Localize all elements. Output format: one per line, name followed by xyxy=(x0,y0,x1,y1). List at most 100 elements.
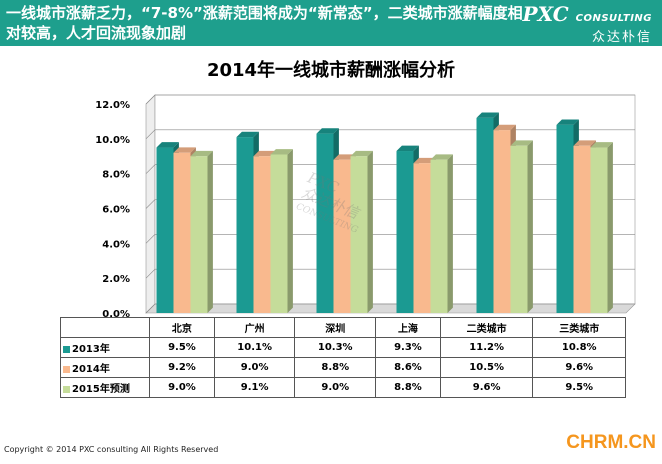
data-label: 9.2% xyxy=(149,357,215,378)
source-logo: CHRM.CN xyxy=(566,432,656,453)
gridline xyxy=(145,268,635,279)
gridline xyxy=(145,164,635,174)
bar-side xyxy=(287,149,293,313)
bar-top xyxy=(556,119,579,125)
bar-side xyxy=(447,154,453,313)
legend-entry: 2015年预测 xyxy=(60,377,150,398)
logo-main-text: PXC xyxy=(522,2,569,26)
y-tick-label: 10.0% xyxy=(95,135,130,146)
data-label: 8.8% xyxy=(294,357,377,378)
bar xyxy=(493,130,511,313)
data-label: 8.6% xyxy=(375,357,441,378)
bar xyxy=(190,156,208,313)
bar xyxy=(573,145,591,313)
table-corner xyxy=(60,317,150,338)
table-row: 2014年 9.2% 9.0% 8.8% 8.6% 10.5% 9.6% xyxy=(60,357,626,378)
bar-top xyxy=(396,145,419,152)
category-label: 北京 xyxy=(149,317,215,338)
series-name: 2014年 xyxy=(72,364,110,375)
bar xyxy=(236,137,254,313)
bar-top xyxy=(493,124,516,131)
data-label: 9.6% xyxy=(532,357,626,378)
data-label: 10.3% xyxy=(294,337,377,358)
bar-top xyxy=(590,142,613,148)
gridline xyxy=(145,129,635,140)
table-row: 2015年预测 9.0% 9.1% 9.0% 8.8% 9.6% 9.5% xyxy=(60,377,626,398)
data-label: 9.0% xyxy=(294,377,377,398)
bar-side xyxy=(207,150,213,313)
y-tick-label: 8.0% xyxy=(102,170,130,181)
data-label: 9.0% xyxy=(213,357,296,378)
y-tick-label: 2.0% xyxy=(102,274,130,285)
bar-top xyxy=(173,147,196,153)
bar xyxy=(333,159,351,313)
bar-top xyxy=(430,154,453,160)
data-label: 9.3% xyxy=(375,337,441,358)
bar-top xyxy=(476,112,499,118)
y-tick-label: 12.0% xyxy=(95,100,130,111)
bar-top xyxy=(156,142,179,148)
bar-top xyxy=(270,149,293,155)
y-tick-label: 4.0% xyxy=(102,239,130,250)
bar-side xyxy=(367,150,373,313)
data-label: 9.1% xyxy=(213,377,296,398)
bar xyxy=(270,154,288,313)
bar xyxy=(316,133,334,313)
data-label: 9.6% xyxy=(439,377,534,398)
header-banner: 一线城市涨薪乏力，“7-8%”涨薪范围将成为“新常态”，二类城市涨薪幅度相对较高… xyxy=(0,0,662,46)
bar xyxy=(510,145,528,313)
bar xyxy=(173,152,191,313)
series-name: 2013年 xyxy=(72,344,110,355)
chart-title: 2014年一线城市薪酬涨幅分析 xyxy=(206,60,456,81)
data-label: 10.5% xyxy=(439,357,534,378)
bar xyxy=(156,147,174,313)
gridline xyxy=(145,94,635,105)
category-label: 三类城市 xyxy=(532,317,626,338)
bar xyxy=(556,124,574,314)
category-label: 二类城市 xyxy=(439,317,534,338)
data-label: 11.2% xyxy=(439,337,534,358)
bar-top xyxy=(253,150,276,157)
series-name: 2015年预测 xyxy=(72,384,130,395)
legend-swatch xyxy=(63,385,70,393)
bar-top xyxy=(413,157,436,164)
copyright-text: Copyright © 2014 PXC consulting All Righ… xyxy=(4,445,219,454)
table-header-row: 北京 广州 深圳 上海 二类城市 三类城市 xyxy=(60,317,626,338)
bar xyxy=(430,159,448,313)
gridline xyxy=(145,199,635,209)
data-label: 9.5% xyxy=(149,337,215,358)
table-row: 2013年 9.5% 10.1% 10.3% 9.3% 11.2% 10.8% xyxy=(60,337,626,358)
y-tick-label: 0.0% xyxy=(102,309,130,320)
bar-top xyxy=(510,140,533,146)
headline: 一线城市涨薪乏力，“7-8%”涨薪范围将成为“新常态”，二类城市涨薪幅度相对较高… xyxy=(6,4,523,42)
bar xyxy=(476,117,494,313)
data-label: 8.8% xyxy=(375,377,441,398)
bar xyxy=(396,151,414,313)
category-label: 深圳 xyxy=(294,317,377,338)
data-label: 9.5% xyxy=(532,377,626,398)
legend-entry: 2014年 xyxy=(60,357,150,378)
data-table: 北京 广州 深圳 上海 二类城市 三类城市 2013年 9.5% 10.1% 1… xyxy=(60,317,626,398)
bar-top xyxy=(236,131,259,138)
category-label: 上海 xyxy=(375,317,441,338)
legend-entry: 2013年 xyxy=(60,337,150,358)
bar-side xyxy=(607,142,613,313)
gridline xyxy=(145,234,635,244)
bar xyxy=(350,156,368,313)
data-label: 9.0% xyxy=(149,377,215,398)
bar xyxy=(253,156,271,313)
data-label: 10.8% xyxy=(532,337,626,358)
y-tick-label: 6.0% xyxy=(102,205,130,216)
bar-top xyxy=(573,140,596,146)
logo-chinese-text: 众达朴信 xyxy=(591,30,652,45)
bar xyxy=(590,147,608,313)
gridline xyxy=(145,303,635,314)
bar-side xyxy=(527,140,533,313)
company-logo: PXC CONSULTING 众达朴信 xyxy=(522,2,652,45)
bar-top xyxy=(316,128,339,134)
category-label: 广州 xyxy=(213,317,296,338)
logo-sub-text: CONSULTING xyxy=(575,13,652,24)
bar-top xyxy=(190,150,213,157)
bar xyxy=(413,163,431,313)
